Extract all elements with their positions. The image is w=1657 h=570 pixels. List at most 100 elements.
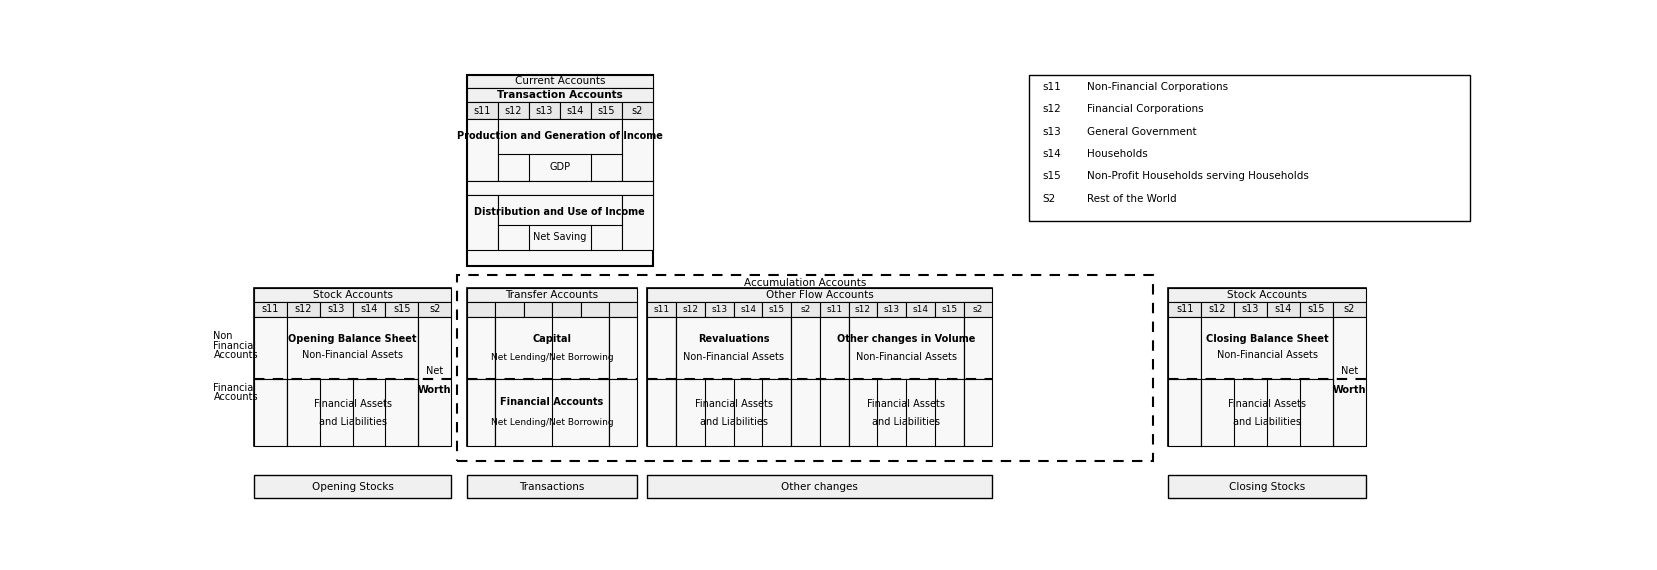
Text: s15: s15 xyxy=(941,305,956,314)
Text: Net Lending/Net Borrowing: Net Lending/Net Borrowing xyxy=(490,353,613,362)
Bar xyxy=(648,317,676,379)
Text: Worth: Worth xyxy=(418,385,451,396)
Bar xyxy=(648,302,676,317)
Bar xyxy=(254,379,287,446)
Bar xyxy=(820,302,848,317)
Text: s2: s2 xyxy=(1342,304,1354,315)
Bar xyxy=(820,379,848,446)
Text: GDP: GDP xyxy=(548,162,570,172)
Text: Opening Balance Sheet: Opening Balance Sheet xyxy=(288,333,416,344)
Text: Accounts: Accounts xyxy=(214,350,258,360)
Text: s14: s14 xyxy=(1274,304,1291,315)
Bar xyxy=(1200,379,1332,446)
Bar xyxy=(560,102,590,119)
Bar xyxy=(608,317,636,379)
Text: Net: Net xyxy=(1341,366,1357,376)
Text: s11: s11 xyxy=(262,304,278,315)
Bar xyxy=(676,302,704,317)
Bar xyxy=(467,88,653,102)
Bar xyxy=(467,102,497,119)
Text: s15: s15 xyxy=(1307,304,1324,315)
Bar xyxy=(608,302,636,317)
Bar xyxy=(386,302,418,317)
Bar xyxy=(648,288,993,446)
Bar xyxy=(1168,317,1200,379)
Text: Transfer Accounts: Transfer Accounts xyxy=(505,290,598,300)
Bar xyxy=(1266,302,1299,317)
Bar xyxy=(906,302,935,317)
Text: Net Saving: Net Saving xyxy=(534,233,587,242)
Text: Financial Assets: Financial Assets xyxy=(1228,399,1306,409)
Text: s13: s13 xyxy=(1042,127,1060,137)
Bar xyxy=(590,102,621,119)
Bar xyxy=(963,317,993,379)
Bar xyxy=(495,379,608,446)
Bar xyxy=(457,275,1152,461)
Bar xyxy=(467,317,495,379)
Bar xyxy=(621,102,653,119)
Text: Non-Financial Assets: Non-Financial Assets xyxy=(1216,351,1317,360)
Text: s2: s2 xyxy=(973,305,983,314)
Text: Financial Assets: Financial Assets xyxy=(867,399,944,409)
Bar xyxy=(790,379,820,446)
Text: Households: Households xyxy=(1087,149,1147,159)
Text: s12: s12 xyxy=(1042,104,1060,114)
Text: Net: Net xyxy=(426,366,444,376)
Text: Other changes in Volume: Other changes in Volume xyxy=(837,333,974,344)
Text: Non-Financial Corporations: Non-Financial Corporations xyxy=(1087,82,1228,92)
Text: Stock Accounts: Stock Accounts xyxy=(313,290,393,300)
Bar xyxy=(418,302,451,317)
Text: and Liabilities: and Liabilities xyxy=(699,417,767,428)
Text: and Liabilities: and Liabilities xyxy=(318,417,386,428)
Bar xyxy=(254,317,287,379)
Text: s12: s12 xyxy=(295,304,312,315)
Text: Current Accounts: Current Accounts xyxy=(514,76,605,87)
Text: s14: s14 xyxy=(360,304,378,315)
Text: General Government: General Government xyxy=(1087,127,1196,137)
Text: s13: s13 xyxy=(883,305,900,314)
Bar xyxy=(418,317,451,446)
Text: s12: s12 xyxy=(504,106,522,116)
Text: Transaction Accounts: Transaction Accounts xyxy=(497,91,623,100)
Text: Non-Financial Assets: Non-Financial Assets xyxy=(855,352,956,362)
Text: s14: s14 xyxy=(1042,149,1060,159)
Bar xyxy=(1027,75,1470,221)
Text: s11: s11 xyxy=(1042,82,1060,92)
Text: and Liabilities: and Liabilities xyxy=(1233,417,1301,428)
Text: s12: s12 xyxy=(855,305,870,314)
Bar xyxy=(621,119,653,181)
Bar xyxy=(963,302,993,317)
Bar xyxy=(467,302,495,317)
Bar xyxy=(1233,302,1266,317)
Text: Revaluations: Revaluations xyxy=(698,333,769,344)
Text: Non-Financial Assets: Non-Financial Assets xyxy=(302,351,403,360)
Bar xyxy=(497,102,529,119)
Bar xyxy=(608,379,636,446)
Text: s12: s12 xyxy=(1208,304,1226,315)
Text: s14: s14 xyxy=(911,305,928,314)
Bar xyxy=(495,317,608,379)
Text: s11: s11 xyxy=(474,106,490,116)
Text: s11: s11 xyxy=(1175,304,1193,315)
Bar xyxy=(467,119,497,181)
Bar xyxy=(580,302,608,317)
Bar xyxy=(1168,288,1365,302)
Bar xyxy=(648,475,993,498)
Text: Financial Assets: Financial Assets xyxy=(694,399,772,409)
Bar xyxy=(1168,379,1200,446)
Bar xyxy=(254,475,451,498)
Text: Non: Non xyxy=(214,331,234,341)
Text: s14: s14 xyxy=(739,305,756,314)
Bar xyxy=(1168,475,1365,498)
Text: Closing Balance Sheet: Closing Balance Sheet xyxy=(1205,333,1327,344)
Text: Production and Generation of Income: Production and Generation of Income xyxy=(457,131,663,141)
Bar xyxy=(353,302,386,317)
Text: Financial: Financial xyxy=(214,341,257,351)
Text: s15: s15 xyxy=(769,305,784,314)
Text: Financial: Financial xyxy=(214,383,257,393)
Text: Opening Stocks: Opening Stocks xyxy=(312,482,393,491)
Text: s15: s15 xyxy=(1042,171,1060,181)
Text: Distribution and Use of Income: Distribution and Use of Income xyxy=(474,206,645,217)
Bar xyxy=(287,379,418,446)
Text: s15: s15 xyxy=(393,304,411,315)
